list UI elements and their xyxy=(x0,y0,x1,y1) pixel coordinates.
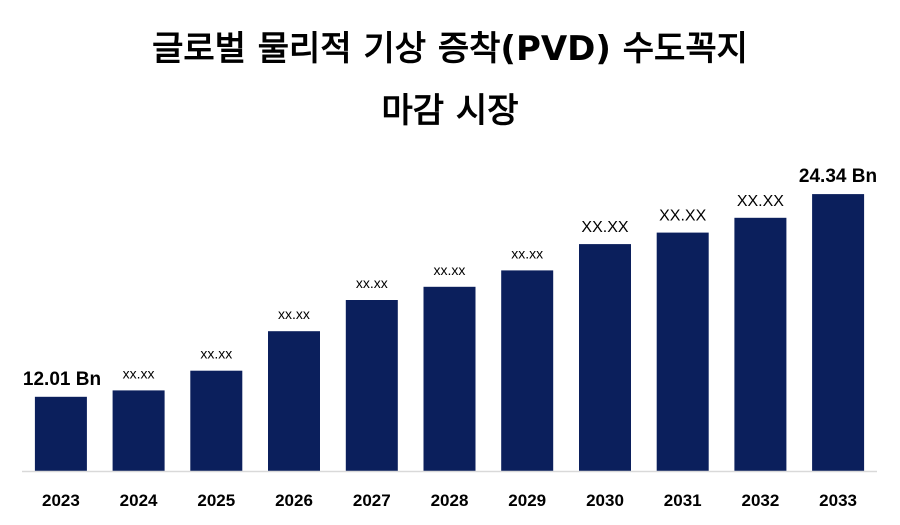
bar-2025 xyxy=(190,370,243,471)
data-labels-group: 12.01 Bn xx.xx xx.xx xx.xx xx.xx xx.xx xx.xx XX… xyxy=(23,166,877,390)
x-tick-label-2024: 2024 xyxy=(120,491,158,510)
x-tick-label-2028: 2028 xyxy=(431,491,469,510)
data-label-2024: xx.xx xyxy=(123,365,155,381)
bar-2028 xyxy=(423,286,476,471)
data-label-2030: XX.XX xyxy=(581,219,628,236)
data-label-2031: XX.XX xyxy=(659,208,706,225)
data-label-2032: XX.XX xyxy=(737,193,784,210)
data-label-2027: xx.xx xyxy=(356,275,388,291)
x-tick-label-2025: 2025 xyxy=(197,491,235,510)
bar-2033 xyxy=(812,194,865,471)
chart-title-line-1: 글로벌 물리적 기상 증착(PVD) 수도꼭지 xyxy=(152,29,748,69)
data-label-2023: 12.01 Bn xyxy=(23,369,101,390)
bar-2027 xyxy=(345,300,398,471)
bar-2029 xyxy=(501,270,554,471)
x-tick-labels-group: 2023 2024 2025 2026 2027 2028 2029 2030 2031 2032… xyxy=(42,491,857,510)
bar-2024 xyxy=(112,390,165,471)
x-tick-label-2033: 2033 xyxy=(819,491,857,510)
bar-2032 xyxy=(734,217,787,471)
bar-2026 xyxy=(268,331,320,471)
data-label-2033: 24.34 Bn xyxy=(799,166,877,187)
x-tick-label-2023: 2023 xyxy=(42,491,80,510)
x-tick-label-2029: 2029 xyxy=(508,491,546,510)
data-label-2025: xx.xx xyxy=(200,346,232,362)
bar-2030 xyxy=(579,244,631,471)
data-label-2028: xx.xx xyxy=(434,262,466,278)
x-tick-label-2026: 2026 xyxy=(275,491,313,510)
x-tick-label-2032: 2032 xyxy=(741,491,779,510)
bar-2023 xyxy=(34,396,87,471)
bar-2031 xyxy=(656,232,709,471)
chart-title: 글로벌 물리적 기상 증착(PVD) 수도꼭지 마감 시장 xyxy=(0,18,900,142)
data-label-2026: xx.xx xyxy=(278,306,310,322)
bars-group xyxy=(34,194,865,471)
x-tick-label-2030: 2030 xyxy=(586,491,624,510)
x-tick-label-2027: 2027 xyxy=(353,491,391,510)
data-label-2029: xx.xx xyxy=(511,245,543,261)
chart-title-line-2: 마감 시장 xyxy=(381,91,519,131)
x-tick-label-2031: 2031 xyxy=(664,491,702,510)
